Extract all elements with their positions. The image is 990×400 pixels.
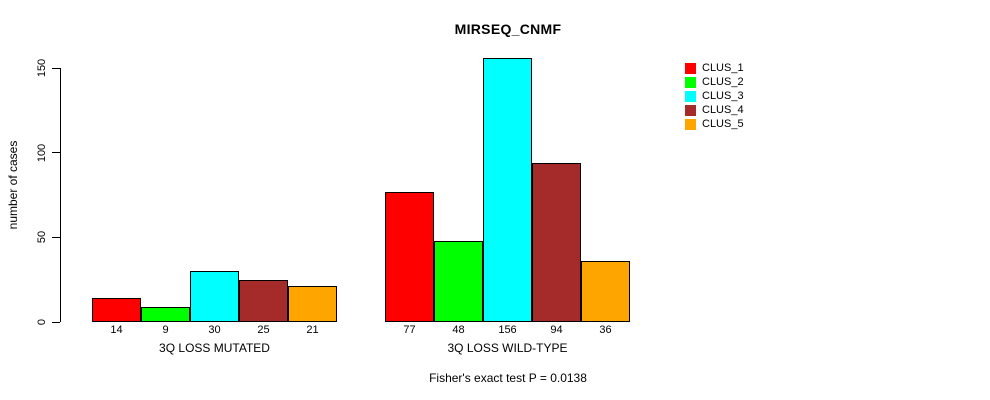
chart-title: MIRSEQ_CNMF	[454, 21, 562, 37]
bar-value-label: 14	[110, 324, 123, 336]
legend-item-clus_1: CLUS_1	[685, 61, 744, 75]
bar-clus_3-group1	[190, 271, 239, 322]
legend-swatch-icon	[685, 118, 696, 130]
bar-value-label: 21	[306, 324, 319, 336]
x-axis-label-group1: 3Q LOSS MUTATED	[159, 341, 270, 355]
bar-clus_4-group1	[239, 279, 288, 322]
y-tick-mark	[52, 152, 60, 154]
bar-value-label: 25	[257, 324, 270, 336]
bar-clus_4-group2	[532, 162, 581, 322]
legend-swatch-icon	[685, 104, 696, 116]
bar-clus_2-group1	[141, 306, 190, 322]
legend-item-clus_2: CLUS_2	[685, 75, 744, 89]
bar-value-label: 48	[452, 324, 465, 336]
bar-clus_3-group2	[483, 57, 532, 322]
annotation-fisher-test: Fisher's exact test P = 0.0138	[429, 371, 587, 385]
y-tick-label: 0	[36, 318, 48, 326]
legend-item-clus_4: CLUS_4	[685, 103, 744, 117]
bar-clus_2-group2	[434, 240, 483, 322]
bar-value-label: 156	[498, 324, 517, 336]
bar-value-label: 36	[599, 324, 612, 336]
y-axis-label: number of cases	[6, 140, 20, 230]
legend-swatch-icon	[685, 90, 696, 102]
legend-item-clus_5: CLUS_5	[685, 117, 744, 131]
bar-clus_5-group1	[288, 286, 337, 322]
bar-value-label: 9	[162, 324, 169, 336]
y-tick-label: 100	[36, 143, 48, 162]
bar-value-label: 94	[550, 324, 563, 336]
y-tick-mark	[52, 67, 60, 69]
x-axis-label-group2: 3Q LOSS WILD-TYPE	[447, 341, 568, 355]
legend-label: CLUS_1	[702, 62, 744, 74]
bar-clus_1-group1	[92, 298, 141, 322]
legend-item-clus_3: CLUS_3	[685, 89, 744, 103]
bar-clus_5-group2	[581, 261, 630, 322]
legend-label: CLUS_4	[702, 104, 744, 116]
bar-value-label: 77	[403, 324, 416, 336]
y-axis	[60, 68, 61, 322]
legend-swatch-icon	[685, 62, 696, 74]
y-tick-mark	[52, 236, 60, 238]
legend: CLUS_1 CLUS_2 CLUS_3 CLUS_4 CLUS_5	[685, 61, 744, 131]
y-tick-mark	[52, 321, 60, 323]
y-tick-label: 50	[36, 231, 48, 244]
y-tick-label: 150	[36, 58, 48, 78]
legend-swatch-icon	[685, 76, 696, 88]
legend-label: CLUS_2	[702, 76, 744, 88]
legend-label: CLUS_3	[702, 90, 744, 102]
legend-label: CLUS_5	[702, 118, 744, 130]
bar-clus_1-group2	[385, 191, 434, 322]
bar-value-label: 30	[208, 324, 221, 336]
